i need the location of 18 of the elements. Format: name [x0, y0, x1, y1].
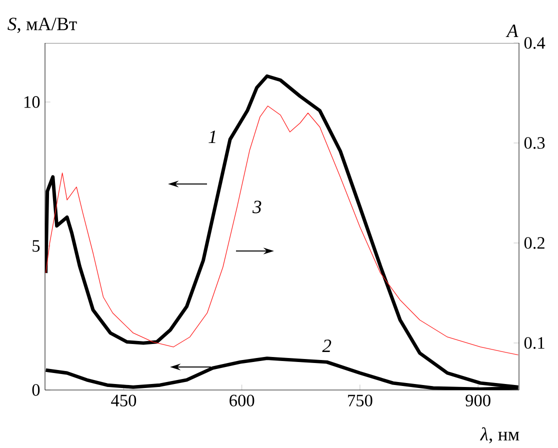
x-tick-label: 450: [111, 394, 136, 406]
series-label: 2: [322, 340, 332, 352]
y-tick-label: 5: [32, 240, 40, 252]
series-label: 3: [252, 200, 262, 214]
y-axis-title: S, мА/Вт: [8, 18, 77, 33]
y2-tick-label: 0.2: [524, 237, 544, 249]
y-tick-label: 10: [24, 96, 40, 108]
line-series: [45, 106, 519, 356]
x-tick-label: 600: [230, 394, 254, 406]
x-tick-label: 750: [348, 394, 372, 406]
series-label: 1: [208, 130, 216, 143]
x-axis-title: λ, нм: [480, 427, 520, 444]
y2-axis-title: A: [506, 24, 518, 37]
y2-tick-label: 0.3: [524, 137, 545, 149]
x-tick-label: 900: [466, 394, 490, 406]
y2-tick-label: 0.1: [524, 337, 544, 349]
y-tick-label: 0: [32, 384, 40, 396]
y2-tick-label: 0.4: [524, 37, 546, 49]
